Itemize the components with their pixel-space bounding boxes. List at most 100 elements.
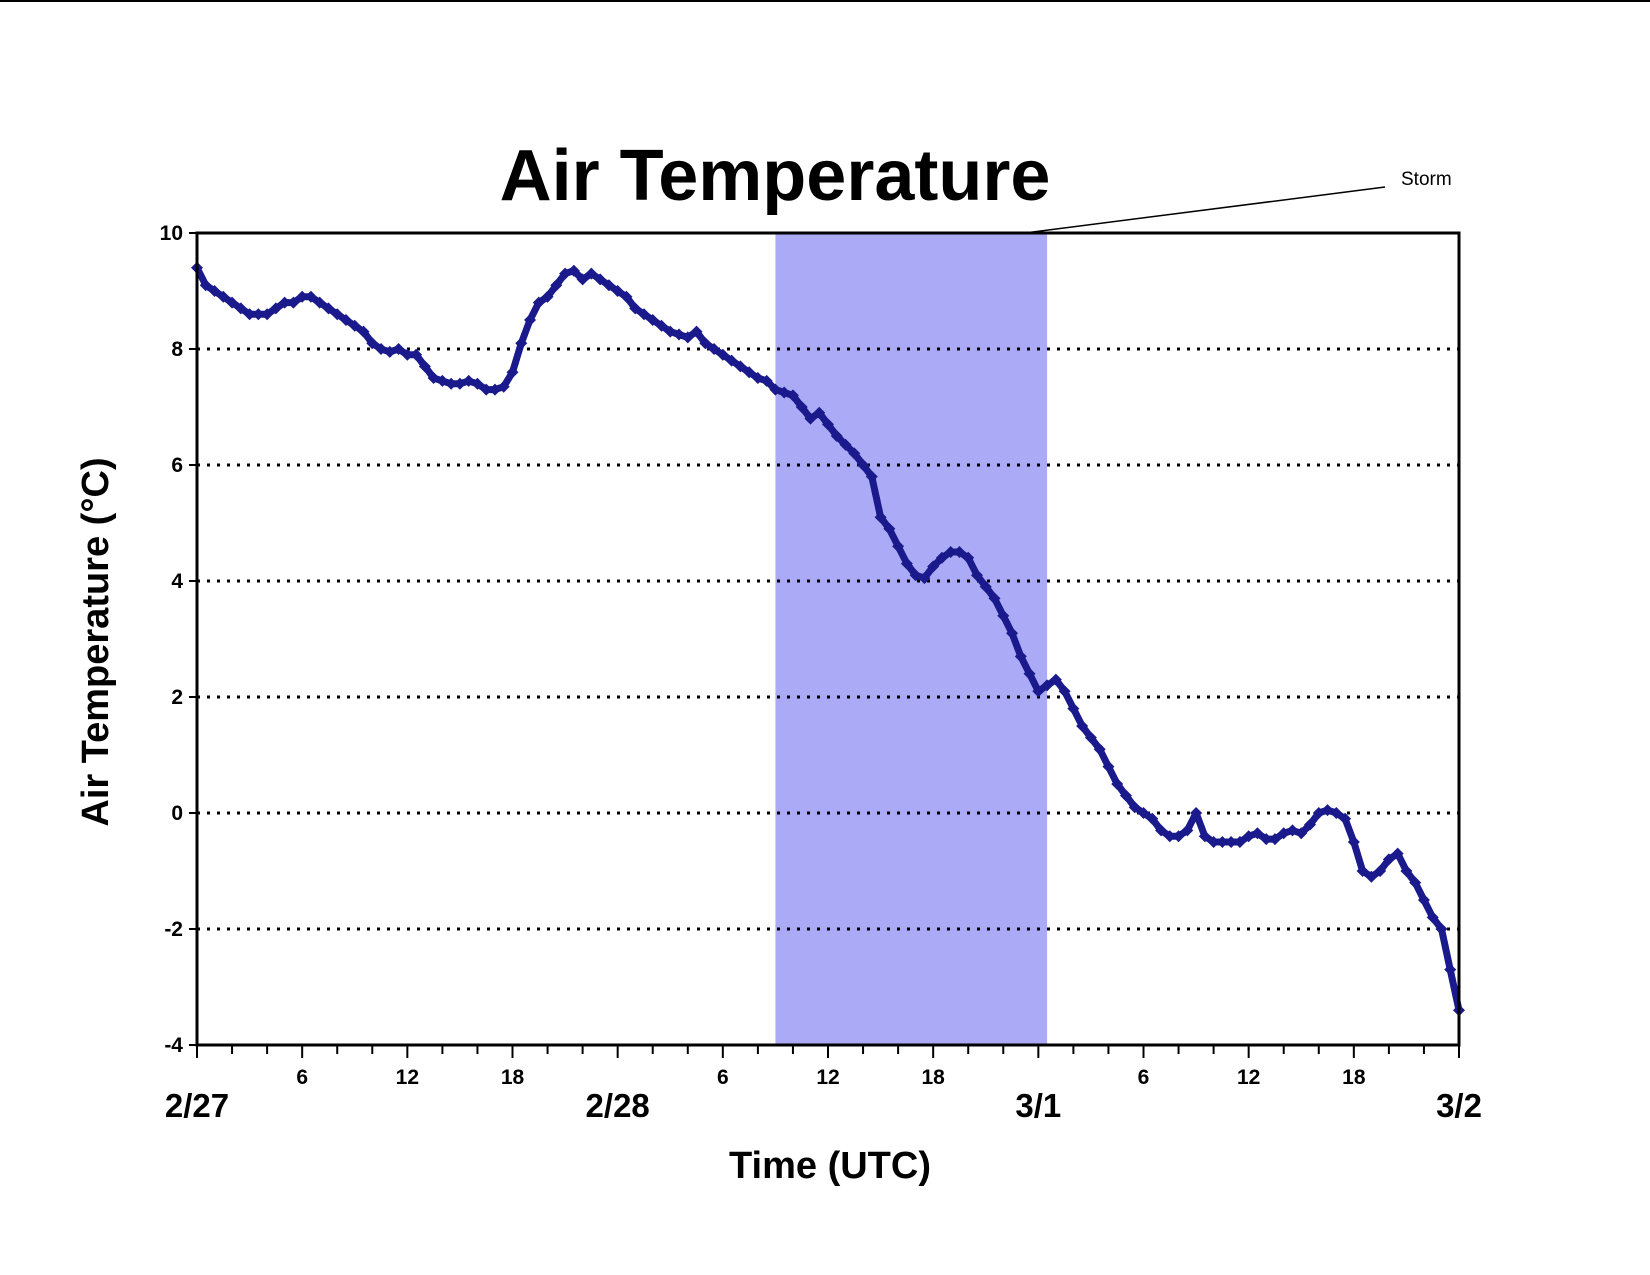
data-point-marker [1339,812,1352,825]
data-point-marker [1032,685,1045,698]
data-point-marker [1444,963,1457,976]
data-point-marker [1155,824,1168,837]
x-axis: 6 12 18 6 12 18 6 12 18 2/27 2/28 3/1 3/2 [165,1045,1482,1124]
storm-shaded-region [775,233,1048,1045]
data-point-marker [1347,836,1360,848]
data-point-marker [506,366,519,379]
data-point-marker [1251,827,1264,840]
data-point-marker [629,302,642,315]
data-point-marker [1111,778,1124,790]
data-point-marker [1076,720,1089,732]
data-point-marker [1417,894,1430,906]
x-hour-label: 6 [717,1066,729,1089]
x-date-label: 2/27 [165,1087,229,1124]
data-point-marker [1058,685,1071,698]
data-point-marker [839,438,852,451]
data-point-marker [1374,865,1387,877]
data-point-marker [699,337,712,350]
data-point-marker [1190,807,1203,819]
data-point-marker [1365,870,1378,883]
data-point-marker [339,314,352,326]
data-point-marker [1207,836,1220,848]
x-hour-label: 18 [921,1066,945,1089]
data-point-marker [471,377,484,390]
data-point-marker [1409,876,1422,889]
data-point-marker [1198,830,1211,843]
data-point-marker [1233,836,1246,848]
data-point-marker [1119,789,1132,802]
y-tick-label: 6 [171,454,183,477]
data-point-marker [1006,627,1019,640]
data-point-marker [550,279,563,292]
data-point-marker [979,580,992,593]
data-point-marker [296,290,309,303]
data-point-marker [786,389,799,402]
data-point-marker [532,296,545,309]
data-point-marker [874,511,887,524]
y-axis: -4 -2 0 2 4 6 8 10 [160,222,197,1057]
data-point-marker [1163,830,1176,843]
data-point-marker [611,285,624,297]
data-point-marker [935,551,948,564]
data-point-marker [795,401,808,413]
temperature-series [191,261,1465,1017]
y-tick-label: 0 [171,802,183,825]
data-point-marker [1426,911,1439,924]
x-date-label: 3/2 [1436,1087,1482,1124]
data-point-marker [1093,743,1106,756]
data-point-marker [655,319,668,332]
data-point-marker [357,325,370,338]
x-axis-title: Time (UTC) [729,1145,931,1187]
data-point-marker [997,609,1010,622]
data-point-marker [269,302,282,315]
data-point-marker [1014,650,1027,663]
data-point-marker [524,314,537,326]
data-point-marker [1137,807,1150,819]
data-point-marker [366,337,379,350]
storm-annotation-label: Storm [1401,169,1452,190]
data-point-marker [445,377,458,390]
data-point-marker [944,546,957,558]
data-point-marker [892,540,905,553]
data-point-marker [637,308,650,321]
data-point-marker [962,551,975,564]
y-tick-label: -4 [164,1034,183,1057]
data-point-marker [1225,836,1238,848]
data-point-marker [1295,827,1308,840]
data-point-marker [313,296,326,309]
data-point-marker [278,296,291,309]
storm-band [775,233,1048,1045]
data-point-marker [830,430,843,442]
data-point-marker [988,592,1001,605]
data-point-marker [857,459,870,471]
storm-annotation: Storm [1024,169,1452,234]
x-hour-label: 6 [296,1066,308,1089]
data-point-marker [261,308,274,321]
data-point-marker [1382,853,1395,866]
data-point-marker [1330,807,1343,819]
x-hour-label: 12 [1237,1066,1260,1089]
data-point-marker [1391,847,1404,860]
data-point-marker [331,308,344,321]
data-point-marker [646,314,659,326]
data-point-marker [243,308,256,321]
data-point-marker [208,285,221,297]
x-hour-label: 6 [1138,1066,1150,1089]
data-point-marker [1102,760,1115,773]
data-point-marker [804,412,817,425]
data-point-marker [401,348,414,361]
data-point-marker [1067,702,1080,715]
data-point-marker [953,546,966,558]
y-tick-label: 4 [171,570,183,593]
x-date-label: 2/28 [586,1087,650,1124]
y-axis-title: Air Temperature (°C) [75,457,117,826]
data-point-marker [515,337,528,350]
data-point-marker [743,366,756,379]
data-point-marker [497,380,510,393]
data-point-marker [1268,833,1281,846]
data-point-marker [1356,865,1369,877]
data-point-marker [287,296,300,309]
data-point-marker [1172,830,1185,843]
y-tick-label: 2 [171,686,183,709]
data-point-marker [681,331,694,344]
